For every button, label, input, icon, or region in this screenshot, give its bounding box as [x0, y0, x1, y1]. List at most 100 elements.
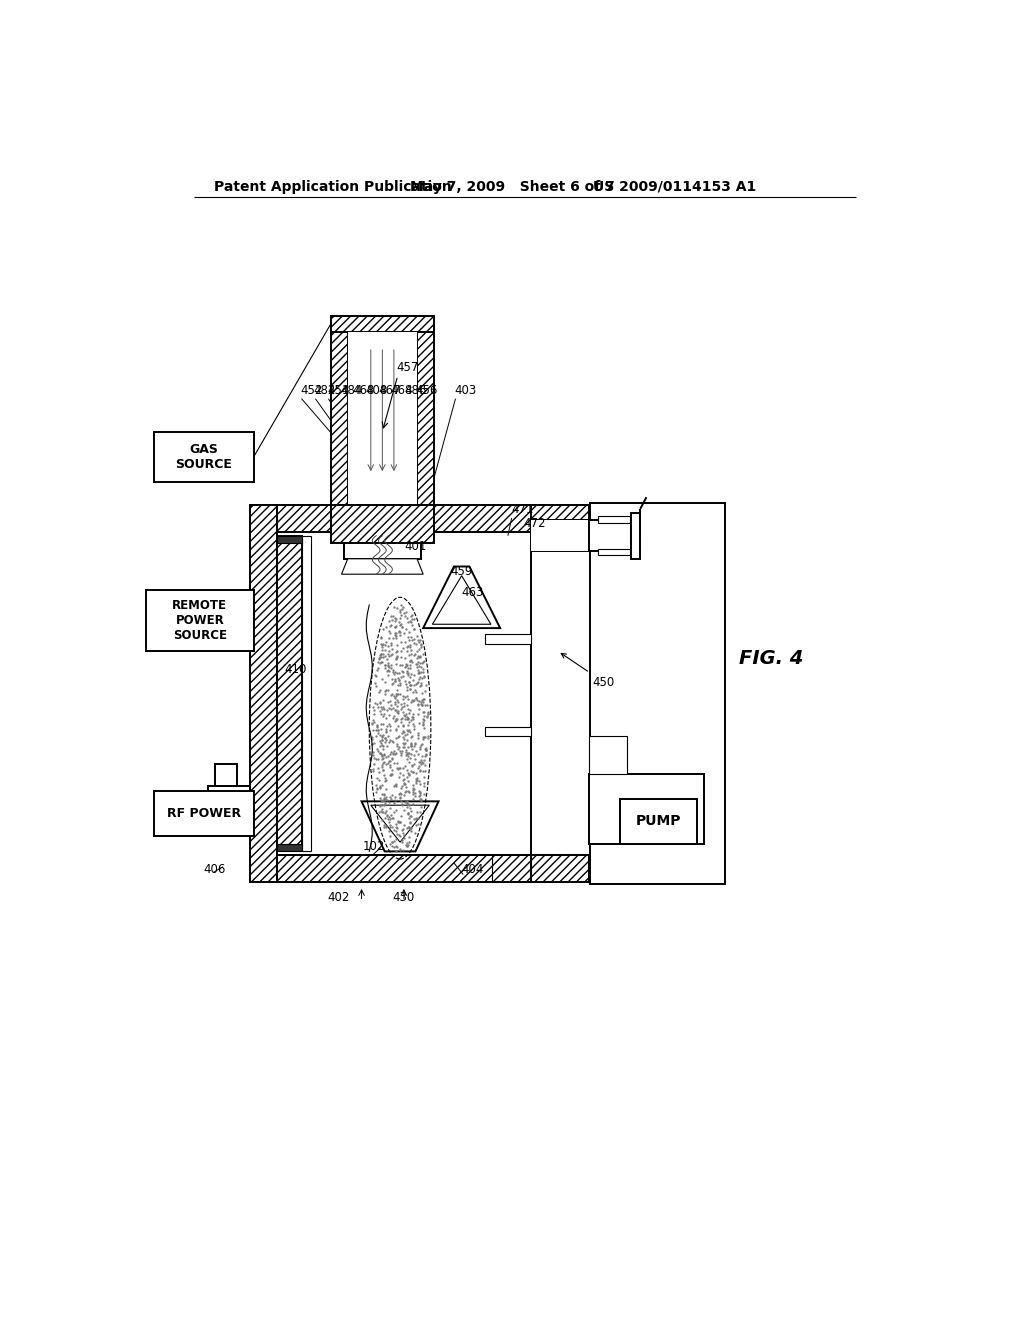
Point	[418, 744, 434, 766]
Point	[401, 657, 418, 678]
Point	[374, 640, 390, 661]
Point	[396, 705, 413, 726]
Point	[404, 777, 421, 799]
Point	[374, 635, 390, 656]
Point	[408, 807, 424, 828]
Point	[408, 762, 424, 783]
Point	[382, 622, 398, 643]
Point	[394, 598, 411, 619]
Point	[378, 746, 394, 767]
Point	[385, 597, 401, 618]
Point	[388, 836, 404, 857]
Point	[408, 682, 424, 704]
Point	[378, 631, 394, 652]
Point	[404, 739, 421, 760]
Text: 450: 450	[561, 653, 614, 689]
Point	[389, 735, 406, 756]
Point	[388, 709, 404, 730]
Point	[398, 776, 415, 797]
Point	[400, 793, 417, 814]
Point	[389, 752, 406, 774]
Point	[410, 630, 426, 651]
Point	[388, 700, 404, 721]
Text: 102: 102	[364, 840, 385, 853]
Point	[402, 639, 419, 660]
Point	[389, 647, 406, 668]
Point	[400, 635, 417, 656]
Point	[376, 789, 392, 810]
Point	[395, 729, 412, 750]
Point	[416, 775, 432, 796]
Point	[384, 747, 400, 768]
Point	[396, 705, 413, 726]
Point	[413, 774, 429, 795]
Point	[401, 751, 418, 772]
Point	[374, 774, 390, 795]
Point	[406, 788, 422, 809]
Point	[388, 824, 404, 845]
Point	[367, 665, 383, 686]
Point	[382, 764, 398, 785]
Text: 452: 452	[300, 384, 323, 397]
Point	[395, 840, 412, 861]
Bar	[215, 764, 237, 785]
Point	[395, 721, 412, 742]
Point	[395, 715, 412, 737]
Point	[414, 682, 430, 704]
Point	[395, 622, 412, 643]
Point	[378, 722, 394, 743]
Point	[408, 688, 424, 709]
Point	[419, 706, 435, 727]
Point	[369, 777, 385, 799]
Point	[393, 820, 410, 841]
Point	[416, 710, 432, 731]
Point	[410, 663, 426, 684]
Point	[403, 756, 420, 777]
Point	[384, 832, 400, 853]
Point	[396, 722, 413, 743]
Point	[400, 803, 417, 824]
Text: PUMP: PUMP	[635, 814, 681, 829]
Point	[380, 635, 396, 656]
Point	[398, 836, 415, 857]
Point	[388, 841, 404, 862]
Point	[365, 744, 381, 766]
Point	[407, 644, 423, 665]
Point	[387, 743, 403, 764]
Point	[377, 789, 393, 810]
Point	[394, 793, 411, 814]
Point	[374, 746, 390, 767]
Point	[385, 708, 401, 729]
Point	[415, 760, 431, 781]
Point	[393, 741, 410, 762]
Point	[385, 808, 401, 829]
Point	[418, 675, 434, 696]
Point	[409, 767, 425, 788]
Point	[416, 772, 432, 793]
Point	[364, 726, 380, 747]
Point	[372, 777, 388, 799]
Point	[397, 774, 414, 795]
Point	[401, 700, 418, 721]
Bar	[620, 799, 696, 843]
Point	[369, 714, 385, 735]
Point	[403, 605, 420, 626]
Point	[371, 681, 387, 702]
Point	[374, 730, 390, 751]
Point	[389, 758, 406, 779]
Point	[391, 812, 408, 833]
Point	[364, 711, 380, 733]
Text: 468: 468	[391, 384, 414, 397]
Point	[370, 697, 386, 718]
Point	[416, 688, 432, 709]
Point	[377, 731, 393, 752]
Point	[382, 715, 398, 737]
Point	[368, 726, 384, 747]
Point	[384, 763, 400, 784]
Point	[392, 673, 409, 694]
Point	[409, 814, 425, 836]
Point	[377, 727, 393, 748]
Point	[411, 645, 427, 667]
Point	[393, 640, 410, 661]
Point	[416, 727, 432, 748]
